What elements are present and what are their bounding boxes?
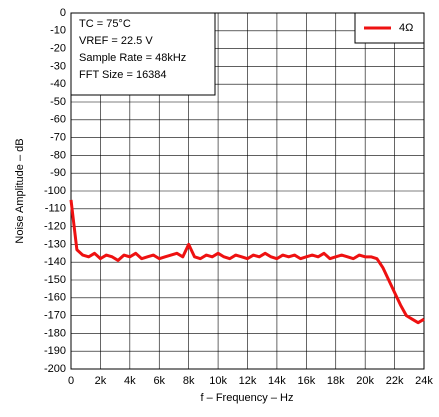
y-tick-label: -40	[50, 78, 66, 90]
annotation: FFT Size = 16384	[79, 69, 167, 81]
x-axis-label: f – Frequency – Hz	[201, 392, 294, 404]
y-tick-label: -190	[44, 345, 66, 357]
y-tick-label: -60	[50, 114, 66, 126]
y-tick-label: -180	[44, 327, 66, 339]
y-tick-label: -10	[50, 25, 66, 37]
y-tick-label: -110	[45, 203, 66, 215]
y-axis-label: Noise Amplitude – dB	[14, 138, 26, 243]
x-tick-label: 20k	[356, 375, 374, 387]
x-tick-label: 18k	[327, 375, 345, 387]
y-tick-label: -160	[44, 292, 66, 304]
x-tick-label: 2k	[95, 375, 107, 387]
x-tick-label: 0	[68, 375, 74, 387]
y-tick-label: -140	[44, 256, 66, 268]
y-tick-label: -100	[44, 185, 66, 197]
annotation: VREF = 22.5 V	[79, 35, 153, 47]
annotation: Sample Rate = 48kHz	[79, 52, 186, 64]
y-tick-label: -70	[50, 132, 66, 144]
y-tick-label: -90	[50, 167, 66, 179]
y-tick-label: -170	[44, 310, 66, 322]
legend-label: 4Ω	[399, 22, 413, 34]
y-tick-label: -150	[44, 274, 66, 286]
annotation: TC = 75°C	[79, 18, 131, 30]
x-tick-label: 14k	[268, 375, 286, 387]
y-tick-label: -200	[44, 363, 66, 375]
x-tick-label: 12k	[239, 375, 257, 387]
x-tick-label: 16k	[297, 375, 315, 387]
y-tick-label: -130	[44, 238, 66, 250]
y-tick-label: -120	[44, 221, 66, 233]
x-tick-label: 10k	[209, 375, 227, 387]
x-tick-label: 4k	[124, 375, 136, 387]
plot-frame	[70, 12, 425, 370]
x-tick-label: 22k	[386, 375, 404, 387]
annotation-box	[70, 12, 216, 96]
y-tick-label: -30	[50, 60, 66, 72]
data-line	[69, 199, 425, 325]
x-tick-label: 8k	[183, 375, 195, 387]
y-tick-label: -20	[50, 43, 66, 55]
y-tick-label: -80	[50, 149, 66, 161]
y-tick-label: -50	[50, 96, 66, 108]
x-tick-label: 6k	[153, 375, 165, 387]
x-tick-label: 24k	[415, 375, 433, 387]
y-tick-label: 0	[60, 7, 66, 19]
